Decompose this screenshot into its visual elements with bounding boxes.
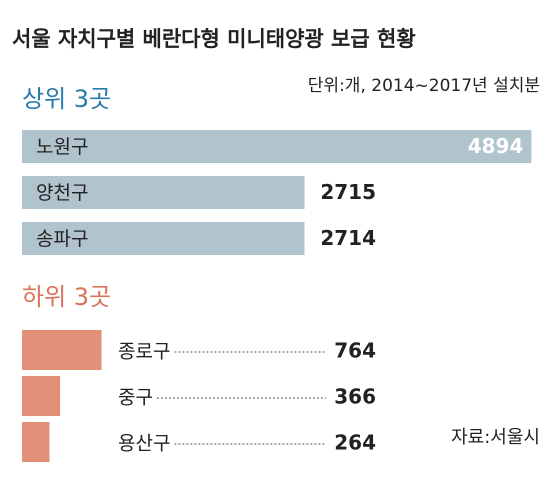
category-label: 중구	[118, 387, 153, 409]
value-label: 264	[334, 431, 376, 455]
source: 자료:서울시	[451, 427, 540, 448]
category-label: 용산구	[118, 433, 170, 455]
value-label: 764	[334, 339, 376, 363]
group-title: 상위 3곳	[22, 85, 111, 113]
value-label: 2715	[320, 180, 376, 204]
bar	[22, 176, 305, 209]
category-label: 양천구	[36, 182, 88, 204]
group-title: 하위 3곳	[22, 283, 111, 311]
chart-title: 서울 자치구별 베란다형 미니태양광 보급 현황	[12, 27, 416, 51]
value-label: 4894	[468, 134, 524, 158]
category-label: 노원구	[36, 136, 88, 158]
bar	[22, 222, 305, 255]
bar	[22, 130, 532, 163]
value-label: 366	[334, 385, 376, 409]
bar	[22, 330, 102, 370]
category-label: 송파구	[36, 228, 88, 250]
bar	[22, 422, 50, 462]
value-label: 2714	[320, 226, 376, 250]
category-label: 종로구	[118, 341, 170, 363]
bar	[22, 376, 61, 416]
unit-note: 단위:개, 2014~2017년 설치분	[308, 76, 540, 96]
